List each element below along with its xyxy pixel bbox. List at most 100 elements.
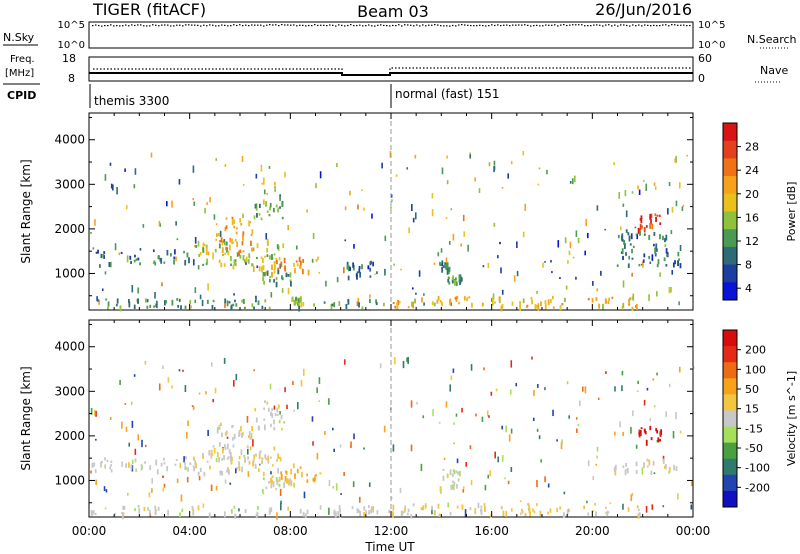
echo-speckle: [631, 492, 634, 497]
echo-cell: [227, 469, 230, 475]
echo-speckle: [469, 154, 472, 159]
echo-speckle: [651, 254, 654, 261]
echo-speckle: [166, 201, 168, 207]
colorbar-segment: [723, 330, 737, 347]
echo-speckle: [163, 483, 166, 488]
nsky-sample: [344, 25, 346, 27]
echo-speckle: [490, 391, 493, 396]
echo-speckle: [489, 470, 491, 477]
echo-speckle: [568, 415, 571, 419]
echo-speckle: [536, 384, 539, 388]
echo-cell: [319, 472, 322, 475]
echo-speckle: [235, 468, 237, 474]
echo-cell: [239, 217, 242, 223]
nsky-sample: [620, 24, 622, 26]
echo-cell: [556, 508, 559, 513]
nsky-sample: [317, 24, 319, 27]
echo-speckle: [596, 455, 598, 459]
echo-cell: [289, 272, 292, 278]
echo-cell: [177, 305, 180, 308]
nsky-sample: [533, 25, 535, 27]
echo-cell: [278, 476, 281, 482]
echo-cell: [277, 207, 280, 210]
echo-speckle: [679, 245, 682, 251]
echo-cell: [104, 457, 106, 461]
colorbar-tick-label: -200: [745, 481, 770, 494]
echo-cell: [240, 223, 243, 226]
echo-speckle: [597, 397, 600, 400]
echo-cell: [627, 232, 630, 236]
echo-cell: [223, 444, 226, 448]
echo-speckle: [139, 248, 142, 251]
echo-cell: [498, 296, 501, 302]
echo-speckle: [537, 183, 540, 186]
echo-cell: [655, 248, 658, 252]
echo-speckle: [522, 231, 525, 238]
echo-cell: [225, 430, 228, 435]
echo-speckle: [303, 491, 306, 499]
echo-cell: [242, 234, 244, 240]
echo-cell: [155, 459, 158, 466]
nsky-sample: [212, 24, 214, 26]
nsky-sample: [416, 24, 418, 26]
echo-cell: [607, 511, 610, 514]
echo-cell: [605, 512, 608, 515]
echo-speckle: [445, 257, 448, 265]
echo-speckle: [192, 198, 195, 201]
echo-cell: [137, 505, 140, 508]
echo-cell: [178, 298, 181, 302]
echo-cell: [458, 302, 460, 305]
echo-cell: [461, 506, 464, 510]
nsky-sample: [119, 25, 121, 27]
echo-cell: [454, 297, 457, 300]
freq-tick-bottom: 8: [68, 72, 75, 85]
echo-speckle: [501, 455, 504, 462]
echo-cell: [659, 439, 662, 442]
echo-cell: [447, 268, 450, 273]
echo-speckle: [690, 504, 693, 510]
echo-cell: [645, 225, 648, 228]
echo-cell: [502, 510, 505, 517]
echo-cell: [238, 466, 241, 472]
echo-cell: [125, 463, 127, 468]
nsky-sample: [128, 25, 130, 27]
echo-speckle: [176, 238, 179, 241]
nsky-sample: [650, 25, 652, 27]
echo-cell: [227, 456, 230, 459]
echo-cell: [453, 481, 456, 487]
colorbar-tick-label: -50: [745, 442, 763, 455]
echo-speckle: [509, 389, 512, 395]
nsky-sample: [164, 24, 166, 26]
echo-cell: [334, 511, 337, 518]
echo-speckle: [363, 447, 365, 450]
beam-label: Beam 03: [357, 2, 429, 21]
echo-speckle: [671, 206, 674, 213]
echo-cell: [222, 253, 224, 256]
nsky-sample: [440, 25, 442, 27]
echo-cell: [269, 456, 272, 459]
echo-cell: [458, 470, 461, 477]
echo-cell: [447, 271, 450, 275]
nsky-sample: [161, 24, 163, 26]
echo-cell: [655, 428, 658, 432]
echo-cell: [90, 509, 93, 513]
echo-speckle: [439, 300, 442, 303]
echo-cell: [283, 421, 286, 424]
echo-speckle: [340, 493, 342, 495]
echo-speckle: [567, 508, 570, 512]
echo-speckle: [131, 459, 134, 464]
nsky-sample: [392, 24, 394, 27]
echo-speckle: [316, 387, 318, 393]
echo-cell: [219, 470, 222, 473]
echo-cell: [664, 238, 666, 243]
echo-speckle: [450, 375, 453, 380]
nsky-sample: [572, 24, 574, 26]
echo-cell: [299, 265, 302, 269]
echo-speckle: [343, 267, 345, 274]
echo-speckle: [414, 154, 417, 159]
echo-cell: [598, 303, 600, 309]
echo-cell: [302, 259, 305, 263]
echo-speckle: [656, 291, 658, 297]
nsky-sample: [194, 24, 196, 26]
echo-cell: [205, 249, 208, 256]
